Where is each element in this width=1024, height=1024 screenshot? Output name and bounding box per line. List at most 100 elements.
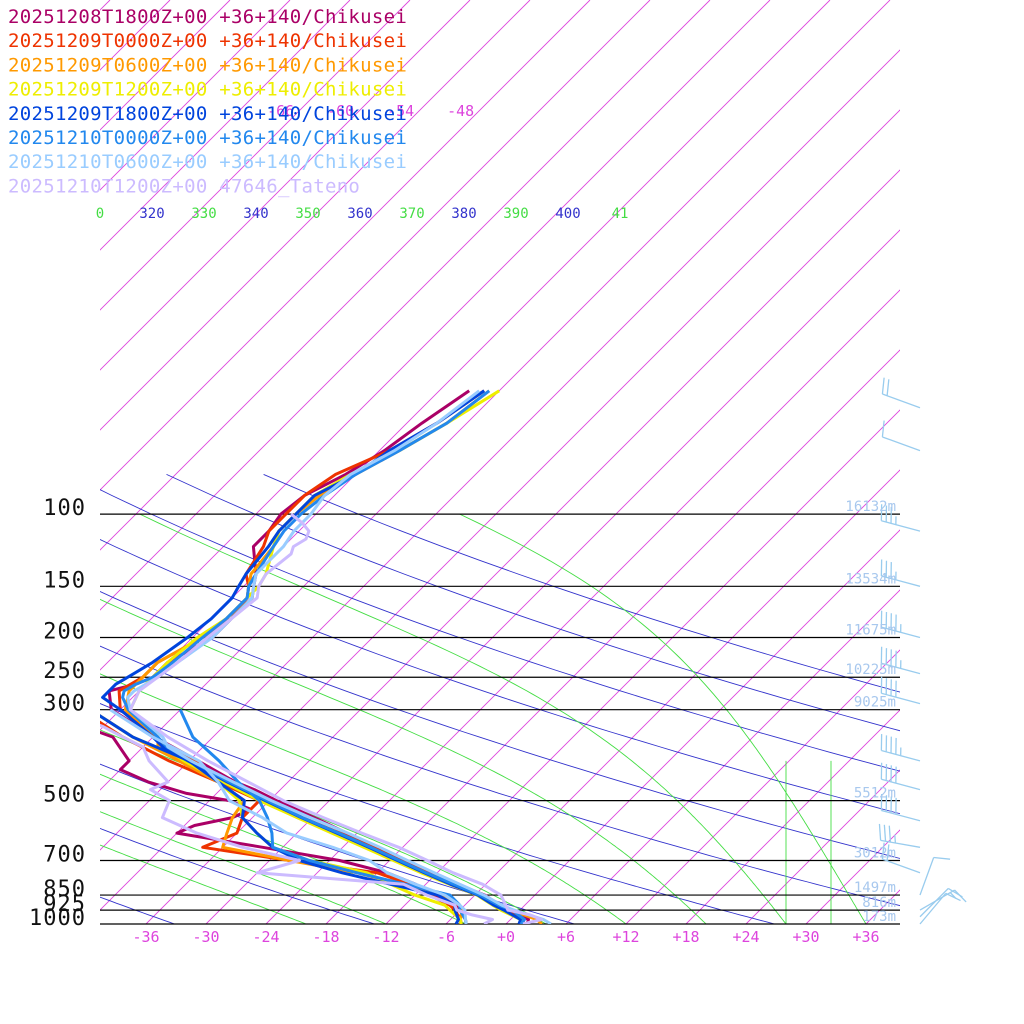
pressure-tick-label: 700 bbox=[43, 843, 86, 868]
moist-adiabat-line bbox=[459, 513, 867, 924]
temperature-profile bbox=[128, 512, 543, 924]
wind-barb bbox=[880, 676, 921, 705]
wind-barb bbox=[880, 793, 921, 822]
height-label: 3012m bbox=[854, 846, 896, 862]
isotherm-line bbox=[325, 349, 900, 924]
legend-entry: 20251209T1800Z+00 +36+140/Chikusei bbox=[8, 103, 407, 125]
temperature-tick-label: +36 bbox=[852, 928, 879, 946]
isotherm-top-label: -66 bbox=[267, 102, 294, 120]
isotherm-line bbox=[100, 49, 900, 851]
dry-adiabat-line bbox=[100, 591, 900, 859]
dry-adiabat-line bbox=[100, 896, 176, 924]
theta-label: 320 bbox=[139, 206, 164, 222]
isotherm-line bbox=[145, 169, 900, 924]
dry-adiabat-line bbox=[263, 473, 900, 693]
isotherm-line bbox=[100, 0, 471, 371]
dry-adiabat-grid bbox=[100, 473, 900, 924]
isotherm-line bbox=[100, 0, 651, 551]
height-label: 816m bbox=[862, 895, 896, 911]
temperature-tick-label: +18 bbox=[672, 928, 699, 946]
isotherm-line bbox=[205, 229, 900, 924]
legend: 20251208T1800Z+00 +36+140/Chikusei202512… bbox=[8, 6, 407, 197]
pressure-tick-label: 850 bbox=[43, 877, 86, 902]
isotherm-line bbox=[445, 469, 900, 924]
pressure-tick-label: 300 bbox=[43, 692, 86, 717]
temperature-tick-label: +24 bbox=[732, 928, 759, 946]
legend-entry: 20251209T0000Z+00 +36+140/Chikusei bbox=[8, 30, 407, 52]
sounding-profiles bbox=[100, 389, 552, 924]
legend-entry: 20251210T1200Z+00 47646_Tateno bbox=[8, 175, 360, 197]
dry-adiabat-line bbox=[166, 473, 900, 732]
wind-barb bbox=[880, 559, 921, 587]
dewpoint-profile bbox=[100, 720, 463, 924]
dry-adiabat-line bbox=[100, 703, 777, 924]
isotherm-line bbox=[100, 109, 900, 911]
isotherm-line bbox=[100, 0, 771, 671]
theta-label: 41 bbox=[612, 206, 629, 222]
temperature-tick-label: +0 bbox=[497, 928, 515, 946]
dry-adiabat-line bbox=[100, 489, 900, 772]
wind-barb bbox=[880, 734, 921, 762]
dewpoint-profile bbox=[109, 708, 468, 924]
temperature-tick-label: +30 bbox=[792, 928, 819, 946]
dry-adiabat-line bbox=[100, 538, 900, 815]
temperature-profile bbox=[121, 389, 526, 924]
wind-barb bbox=[880, 646, 921, 675]
legend-entry: 20251210T0000Z+00 +36+140/Chikusei bbox=[8, 127, 407, 149]
wind-barb bbox=[878, 823, 921, 848]
pressure-tick-label: 150 bbox=[43, 568, 86, 593]
height-label: 16132m bbox=[845, 499, 896, 515]
isotherm-line bbox=[805, 829, 900, 924]
dry-adiabat-line bbox=[100, 827, 376, 924]
height-label: 10225m bbox=[845, 662, 896, 678]
wind-barb bbox=[881, 377, 921, 409]
isobar-grid bbox=[100, 513, 900, 925]
isotherm-line bbox=[625, 649, 900, 924]
theta-label: 350 bbox=[295, 206, 320, 222]
legend-entry: 20251209T0600Z+00 +36+140/Chikusei bbox=[8, 54, 407, 76]
height-label: 5512m bbox=[854, 786, 896, 802]
legend-entry: 20251209T1200Z+00 +36+140/Chikusei bbox=[8, 79, 407, 101]
pressure-tick-label: 250 bbox=[43, 659, 86, 684]
legend-entry: 20251208T1800Z+00 +36+140/Chikusei bbox=[8, 6, 407, 28]
temperature-tick-label: -30 bbox=[192, 928, 219, 946]
temperature-tick-label: -36 bbox=[132, 928, 159, 946]
isotherm-top-label: -54 bbox=[387, 102, 414, 120]
temperature-tick-label: -6 bbox=[437, 928, 455, 946]
height-label: 11675m bbox=[845, 623, 896, 639]
isotherm-top-label: -60 bbox=[327, 102, 354, 120]
temperature-tick-label: +12 bbox=[612, 928, 639, 946]
temperature-tick-label: +6 bbox=[557, 928, 575, 946]
isotherm-line bbox=[100, 0, 531, 431]
height-label: 13534m bbox=[845, 571, 896, 587]
theta-label: 400 bbox=[555, 206, 580, 222]
temperature-tick-label: -24 bbox=[252, 928, 279, 946]
pressure-tick-label: 100 bbox=[43, 496, 86, 521]
temperature-tick-label: -18 bbox=[312, 928, 339, 946]
theta-label: 330 bbox=[191, 206, 216, 222]
dry-adiabat-line bbox=[100, 763, 577, 924]
wind-barb bbox=[919, 889, 967, 911]
pressure-tick-label: 1000 bbox=[29, 906, 86, 931]
wind-barb bbox=[880, 504, 921, 532]
isotherm-line bbox=[100, 0, 291, 191]
theta-label: 390 bbox=[503, 206, 528, 222]
theta-label: 360 bbox=[347, 206, 372, 222]
wind-barb bbox=[881, 842, 921, 874]
isotherm-line bbox=[265, 289, 900, 924]
wind-barb bbox=[880, 610, 921, 639]
temperature-tick-label: -12 bbox=[372, 928, 399, 946]
wind-barb bbox=[880, 762, 921, 791]
dewpoint-profile bbox=[100, 723, 494, 924]
temperature-profile bbox=[126, 389, 552, 924]
isotherm-line bbox=[100, 0, 411, 311]
height-label: 1497m bbox=[854, 880, 896, 896]
moist-adiabat-line bbox=[139, 513, 787, 924]
isotherm-line bbox=[385, 409, 900, 924]
isotherm-line bbox=[100, 0, 711, 611]
isotherm-line bbox=[685, 709, 900, 924]
wind-barb bbox=[919, 856, 951, 896]
pressure-tick-label: 500 bbox=[43, 783, 86, 808]
isotherm-line bbox=[100, 0, 351, 251]
